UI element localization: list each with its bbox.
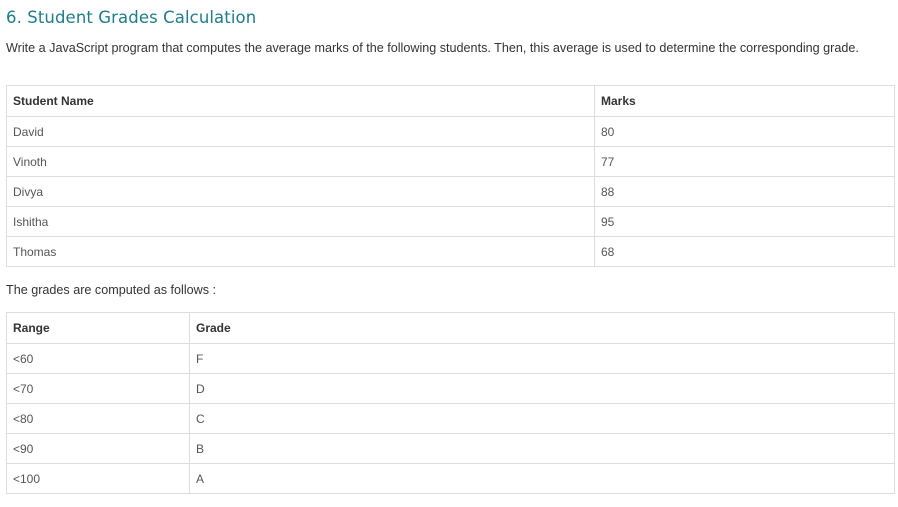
grade-cell: A: [189, 463, 895, 494]
table-row: Thomas 68: [6, 236, 895, 267]
range-cell: <80: [6, 403, 190, 434]
exercise-title: 6. Student Grades Calculation: [6, 8, 257, 27]
table-row: <80 C: [6, 403, 895, 434]
marks-cell: 95: [594, 206, 895, 237]
marks-cell: 77: [594, 146, 895, 177]
student-name-cell: Thomas: [6, 236, 595, 267]
column-header-marks: Marks: [594, 85, 895, 117]
student-name-cell: Divya: [6, 176, 595, 207]
exercise-description: Write a JavaScript program that computes…: [6, 41, 859, 55]
marks-cell: 88: [594, 176, 895, 207]
table-header-row: Range Grade: [6, 312, 895, 344]
range-cell: <70: [6, 373, 190, 404]
student-name-cell: Ishitha: [6, 206, 595, 237]
table-row: David 80: [6, 116, 895, 147]
student-name-cell: David: [6, 116, 595, 147]
grade-cell: F: [189, 343, 895, 374]
grade-cell: D: [189, 373, 895, 404]
table-row: <60 F: [6, 343, 895, 374]
table-row: Ishitha 95: [6, 206, 895, 237]
grades-table: Range Grade <60 F <70 D <80 C <90 B <100: [6, 312, 895, 494]
students-table: Student Name Marks David 80 Vinoth 77 Di…: [6, 85, 895, 267]
range-cell: <90: [6, 433, 190, 464]
table-row: <90 B: [6, 433, 895, 464]
range-cell: <60: [6, 343, 190, 374]
grades-note: The grades are computed as follows :: [6, 283, 217, 297]
student-name-cell: Vinoth: [6, 146, 595, 177]
marks-cell: 68: [594, 236, 895, 267]
column-header-student-name: Student Name: [6, 85, 595, 117]
table-row: Vinoth 77: [6, 146, 895, 177]
table-row: <70 D: [6, 373, 895, 404]
table-header-row: Student Name Marks: [6, 85, 895, 117]
marks-cell: 80: [594, 116, 895, 147]
column-header-range: Range: [6, 312, 190, 344]
range-cell: <100: [6, 463, 190, 494]
table-row: <100 A: [6, 463, 895, 494]
table-row: Divya 88: [6, 176, 895, 207]
grade-cell: C: [189, 403, 895, 434]
column-header-grade: Grade: [189, 312, 895, 344]
grade-cell: B: [189, 433, 895, 464]
